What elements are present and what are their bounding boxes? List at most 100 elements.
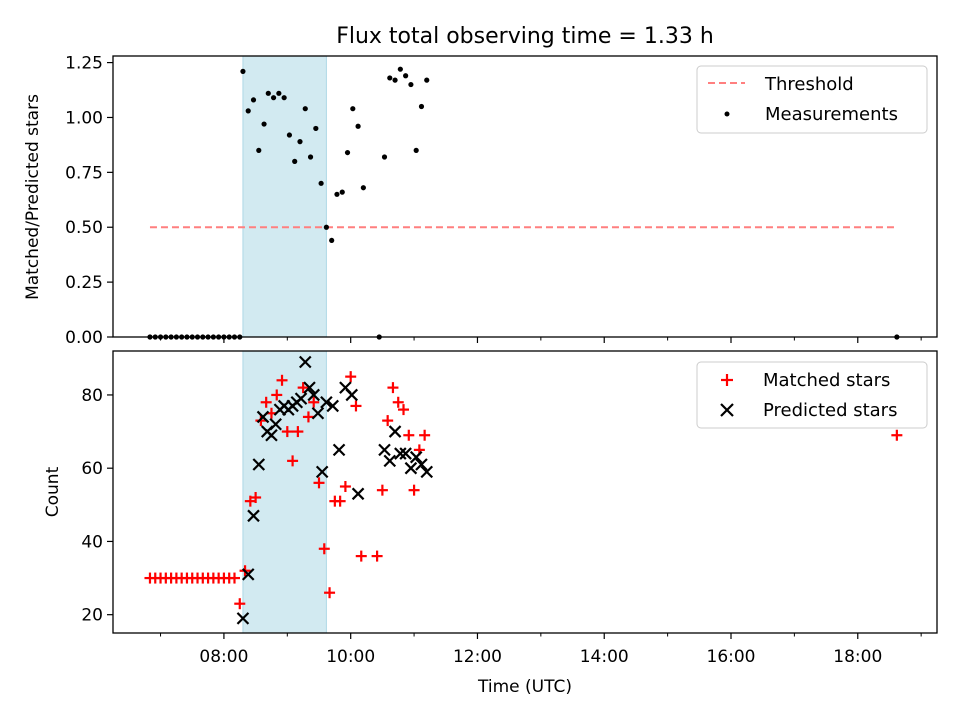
measurement-point [413,147,419,153]
predicted-star-point [307,388,320,402]
matched-star-point [345,371,357,383]
matched-star-point [313,477,325,489]
matched-star-point [403,429,415,441]
measurement-point [318,180,324,186]
predicted-star-point [252,458,266,471]
predicted-star-point [298,355,312,369]
bottom-panel-y-ticks: 20 40 60 80 [81,386,113,626]
predicted-star-point [320,395,333,409]
predicted-star-point [345,388,359,402]
measurement-point [381,154,388,160]
matched-star-point [234,598,246,610]
measurement-point [276,90,282,96]
measurement-point [245,108,251,114]
matched-star-point [339,481,351,493]
measurement-point [313,125,319,132]
legend-predicted-swatch [720,403,734,417]
legend-threshold-label: Threshold [764,74,854,95]
matched-star-point [308,396,320,408]
predicted-star-point [315,465,329,479]
matched-star-point [276,374,288,386]
matched-star-point [419,429,431,441]
legend-matched-label: Matched stars [763,370,890,391]
bottom-panel-highlight [242,350,327,634]
predicted-star-point [409,450,423,464]
predicted-star-point [326,399,340,413]
x-tick-label: 12:00 [453,647,502,667]
matched-star-point [408,484,420,496]
x-tick-label: 18:00 [833,647,882,667]
measurement-point [292,158,298,164]
chart-title: Flux total observing time = 1.33 h [336,24,714,49]
predicted-star-point [265,428,278,442]
matched-star-point [392,396,404,408]
predicted-star-point [311,406,325,420]
measurement-point [323,224,329,230]
top-panel-y-ticks: 0.00 0.25 0.50 0.75 1.00 1.25 [65,54,113,348]
y-tick-label: 20 [81,606,103,626]
measurement-point [297,139,303,145]
predicted-star-point [269,417,282,431]
y-tick-label: 0.50 [65,218,103,238]
predicted-star-point [351,487,365,501]
matched-star-point [371,550,383,562]
predicted-star-point [394,447,407,460]
measurement-point [387,75,393,81]
matched-star-point [292,426,304,438]
x-tick-label: 14:00 [580,647,629,667]
measurement-point [261,121,267,127]
measurement-point [265,90,271,96]
y-tick-label: 1.25 [65,54,103,74]
x-axis-label: Time (UTC) [477,677,572,697]
top-panel: 0.00 0.25 0.50 0.75 1.00 1.25 Matched/Predict… [23,54,938,348]
matched-stars-points [144,371,903,610]
matched-star-point [387,382,399,394]
bottom-panel-legend: Matched stars Predicted stars [696,361,928,429]
top-panel-highlight [242,55,327,338]
measurement-point [334,191,340,197]
predicted-star-point [294,392,308,405]
top-panel-x-ticks [160,337,922,343]
y-tick-label: 0.25 [65,273,103,293]
predicted-star-point [247,509,260,523]
predicted-star-point [378,443,391,457]
matched-star-point [260,396,272,408]
matched-star-point [376,484,388,496]
matched-star-point [350,400,362,412]
y-tick-label: 0.75 [65,163,103,183]
matched-star-point [228,572,240,584]
predicted-star-point [383,454,397,468]
matched-star-point [334,495,346,507]
measurement-point [418,103,425,110]
legend-predicted-label: Predicted stars [763,400,897,421]
top-panel-legend: Threshold Measurements [696,65,928,134]
predicted-star-point [236,612,250,625]
measurement-point [329,237,335,244]
matched-star-point [297,382,309,394]
matched-star-point [281,426,293,438]
measurement-point [307,154,314,160]
matched-star-point [318,543,330,555]
measurement-point [397,66,403,72]
bottom-panel-x-ticks: 08:00 10:00 12:00 14:00 16:00 18:00 [160,633,922,667]
legend-matched-swatch [721,374,733,386]
predicted-star-point [399,447,412,460]
legend-measurements-swatch [724,111,730,117]
bottom-panel-frame [112,350,938,634]
measurement-point [403,73,409,79]
measurement-point [408,81,414,88]
observing-window-band [242,350,327,634]
matched-star-point [302,411,314,423]
top-panel-y-label: Matched/Predicted stars [23,94,43,300]
predicted-star-point [303,381,316,394]
measurement-point [281,95,287,101]
measurement-point [350,106,356,112]
matched-star-point [398,404,410,416]
predicted-stars-points [236,355,434,625]
measurement-point [302,106,308,112]
matched-star-point [271,389,283,401]
predicted-star-point [332,443,346,457]
matched-star-point [382,415,394,427]
